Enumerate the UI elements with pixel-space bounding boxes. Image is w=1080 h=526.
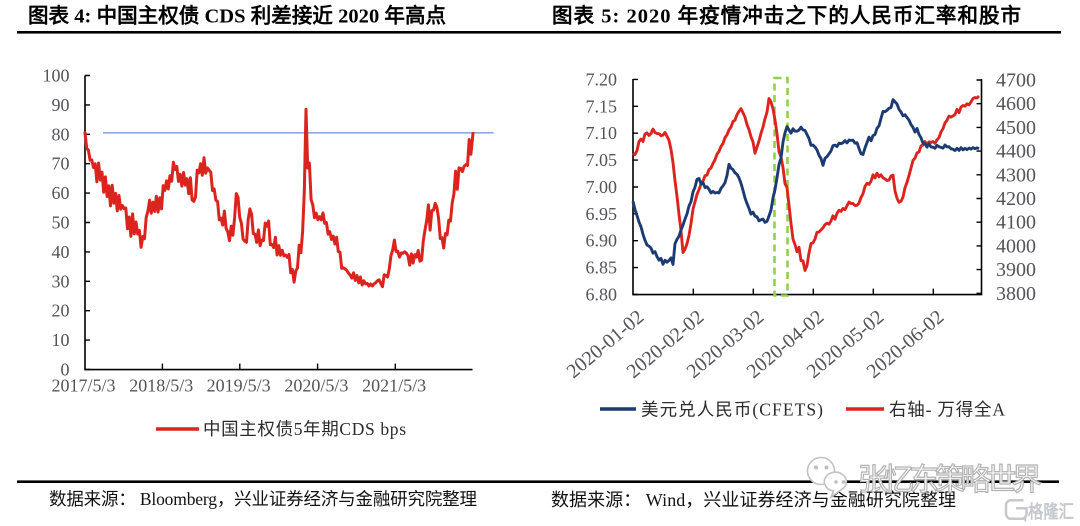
svg-text:数据来源： Bloomberg，兴业证券经济与金融研究院整: 数据来源： Bloomberg，兴业证券经济与金融研究院整理 [49,489,477,509]
svg-text:90: 90 [52,95,70,115]
svg-text:20: 20 [52,301,70,321]
svg-text:30: 30 [52,271,70,291]
svg-text:50: 50 [52,213,70,233]
svg-text:数据来源： Wind，兴业证券经济与金融研究院整理: 数据来源： Wind，兴业证券经济与金融研究院整理 [551,490,956,510]
svg-text:图表 4: 中国主权债 CDS 利差接近 2020 年高点: 图表 4: 中国主权债 CDS 利差接近 2020 年高点 [28,4,446,28]
svg-text:7.10: 7.10 [586,123,618,143]
svg-text:2020/5/3: 2020/5/3 [284,376,348,396]
svg-text:格隆汇: 格隆汇 [1028,501,1074,522]
svg-text:80: 80 [52,124,70,144]
svg-text:中国主权债5年期CDS bps: 中国主权债5年期CDS bps [203,419,406,439]
svg-text:70: 70 [52,154,70,174]
svg-text:4400: 4400 [996,141,1036,163]
svg-text:2019/5/3: 2019/5/3 [207,376,271,396]
svg-text:40: 40 [52,242,70,262]
svg-text:3800: 3800 [996,283,1036,305]
svg-text:6.95: 6.95 [586,204,618,224]
svg-text:2017/5/3: 2017/5/3 [51,376,115,396]
svg-text:100: 100 [43,66,70,86]
svg-text:10: 10 [52,330,70,350]
svg-text:60: 60 [52,183,70,203]
svg-text:6.85: 6.85 [586,258,618,278]
svg-text:2021/5/3: 2021/5/3 [362,376,426,396]
svg-text:4300: 4300 [996,164,1036,186]
svg-text:6.90: 6.90 [586,231,618,251]
svg-text:右轴- 万得全A: 右轴- 万得全A [889,400,1005,420]
svg-text:2018/5/3: 2018/5/3 [129,376,193,396]
svg-text:4100: 4100 [996,212,1036,234]
svg-text:0: 0 [61,360,70,380]
svg-text:4500: 4500 [996,117,1036,139]
svg-text:4200: 4200 [996,188,1036,210]
svg-text:4700: 4700 [996,70,1036,92]
svg-text:张忆东策略世界: 张忆东策略世界 [858,463,1042,497]
svg-text:7.05: 7.05 [586,150,618,170]
svg-text:7.00: 7.00 [586,177,618,197]
svg-text:3900: 3900 [996,259,1036,281]
svg-text:4000: 4000 [996,235,1036,257]
svg-text:7.15: 7.15 [586,96,618,116]
svg-text:美元兑人民币(CFETS): 美元兑人民币(CFETS) [641,400,823,420]
svg-text:6.80: 6.80 [586,285,618,305]
svg-text:图表 5: 2020 年疫情冲击之下的人民币汇率和股市: 图表 5: 2020 年疫情冲击之下的人民币汇率和股市 [552,4,1021,28]
svg-text:7.20: 7.20 [586,69,618,89]
svg-text:4600: 4600 [996,93,1036,115]
